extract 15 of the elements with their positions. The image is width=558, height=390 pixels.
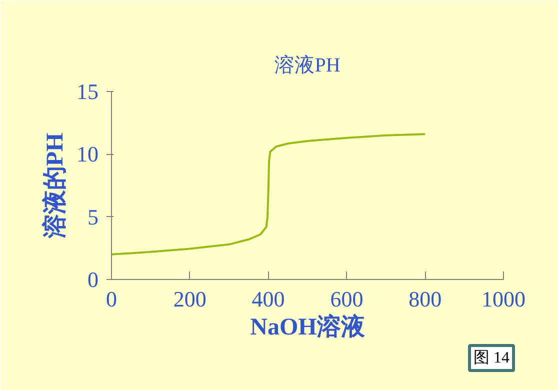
x-tick-label: 800 [408,286,442,312]
x-tick-label: 1000 [482,286,526,312]
y-tick-label: 10 [76,142,98,167]
x-tick-label: 600 [330,286,364,312]
x-tick-label: 200 [173,286,206,312]
y-axis-title: 溶液的PH [42,132,68,240]
chart-title: 溶液PH [274,54,340,76]
line-series [112,133,426,256]
x-tick-label: 0 [106,286,117,312]
y-tick-label: 5 [88,204,98,230]
y-tick-label: 0 [88,267,98,292]
x-axis-title: NaOH溶液 [250,314,366,340]
x-tick-label: 400 [252,286,285,312]
y-tick-label: 15 [76,79,98,104]
caption: 图 14 [474,350,510,366]
